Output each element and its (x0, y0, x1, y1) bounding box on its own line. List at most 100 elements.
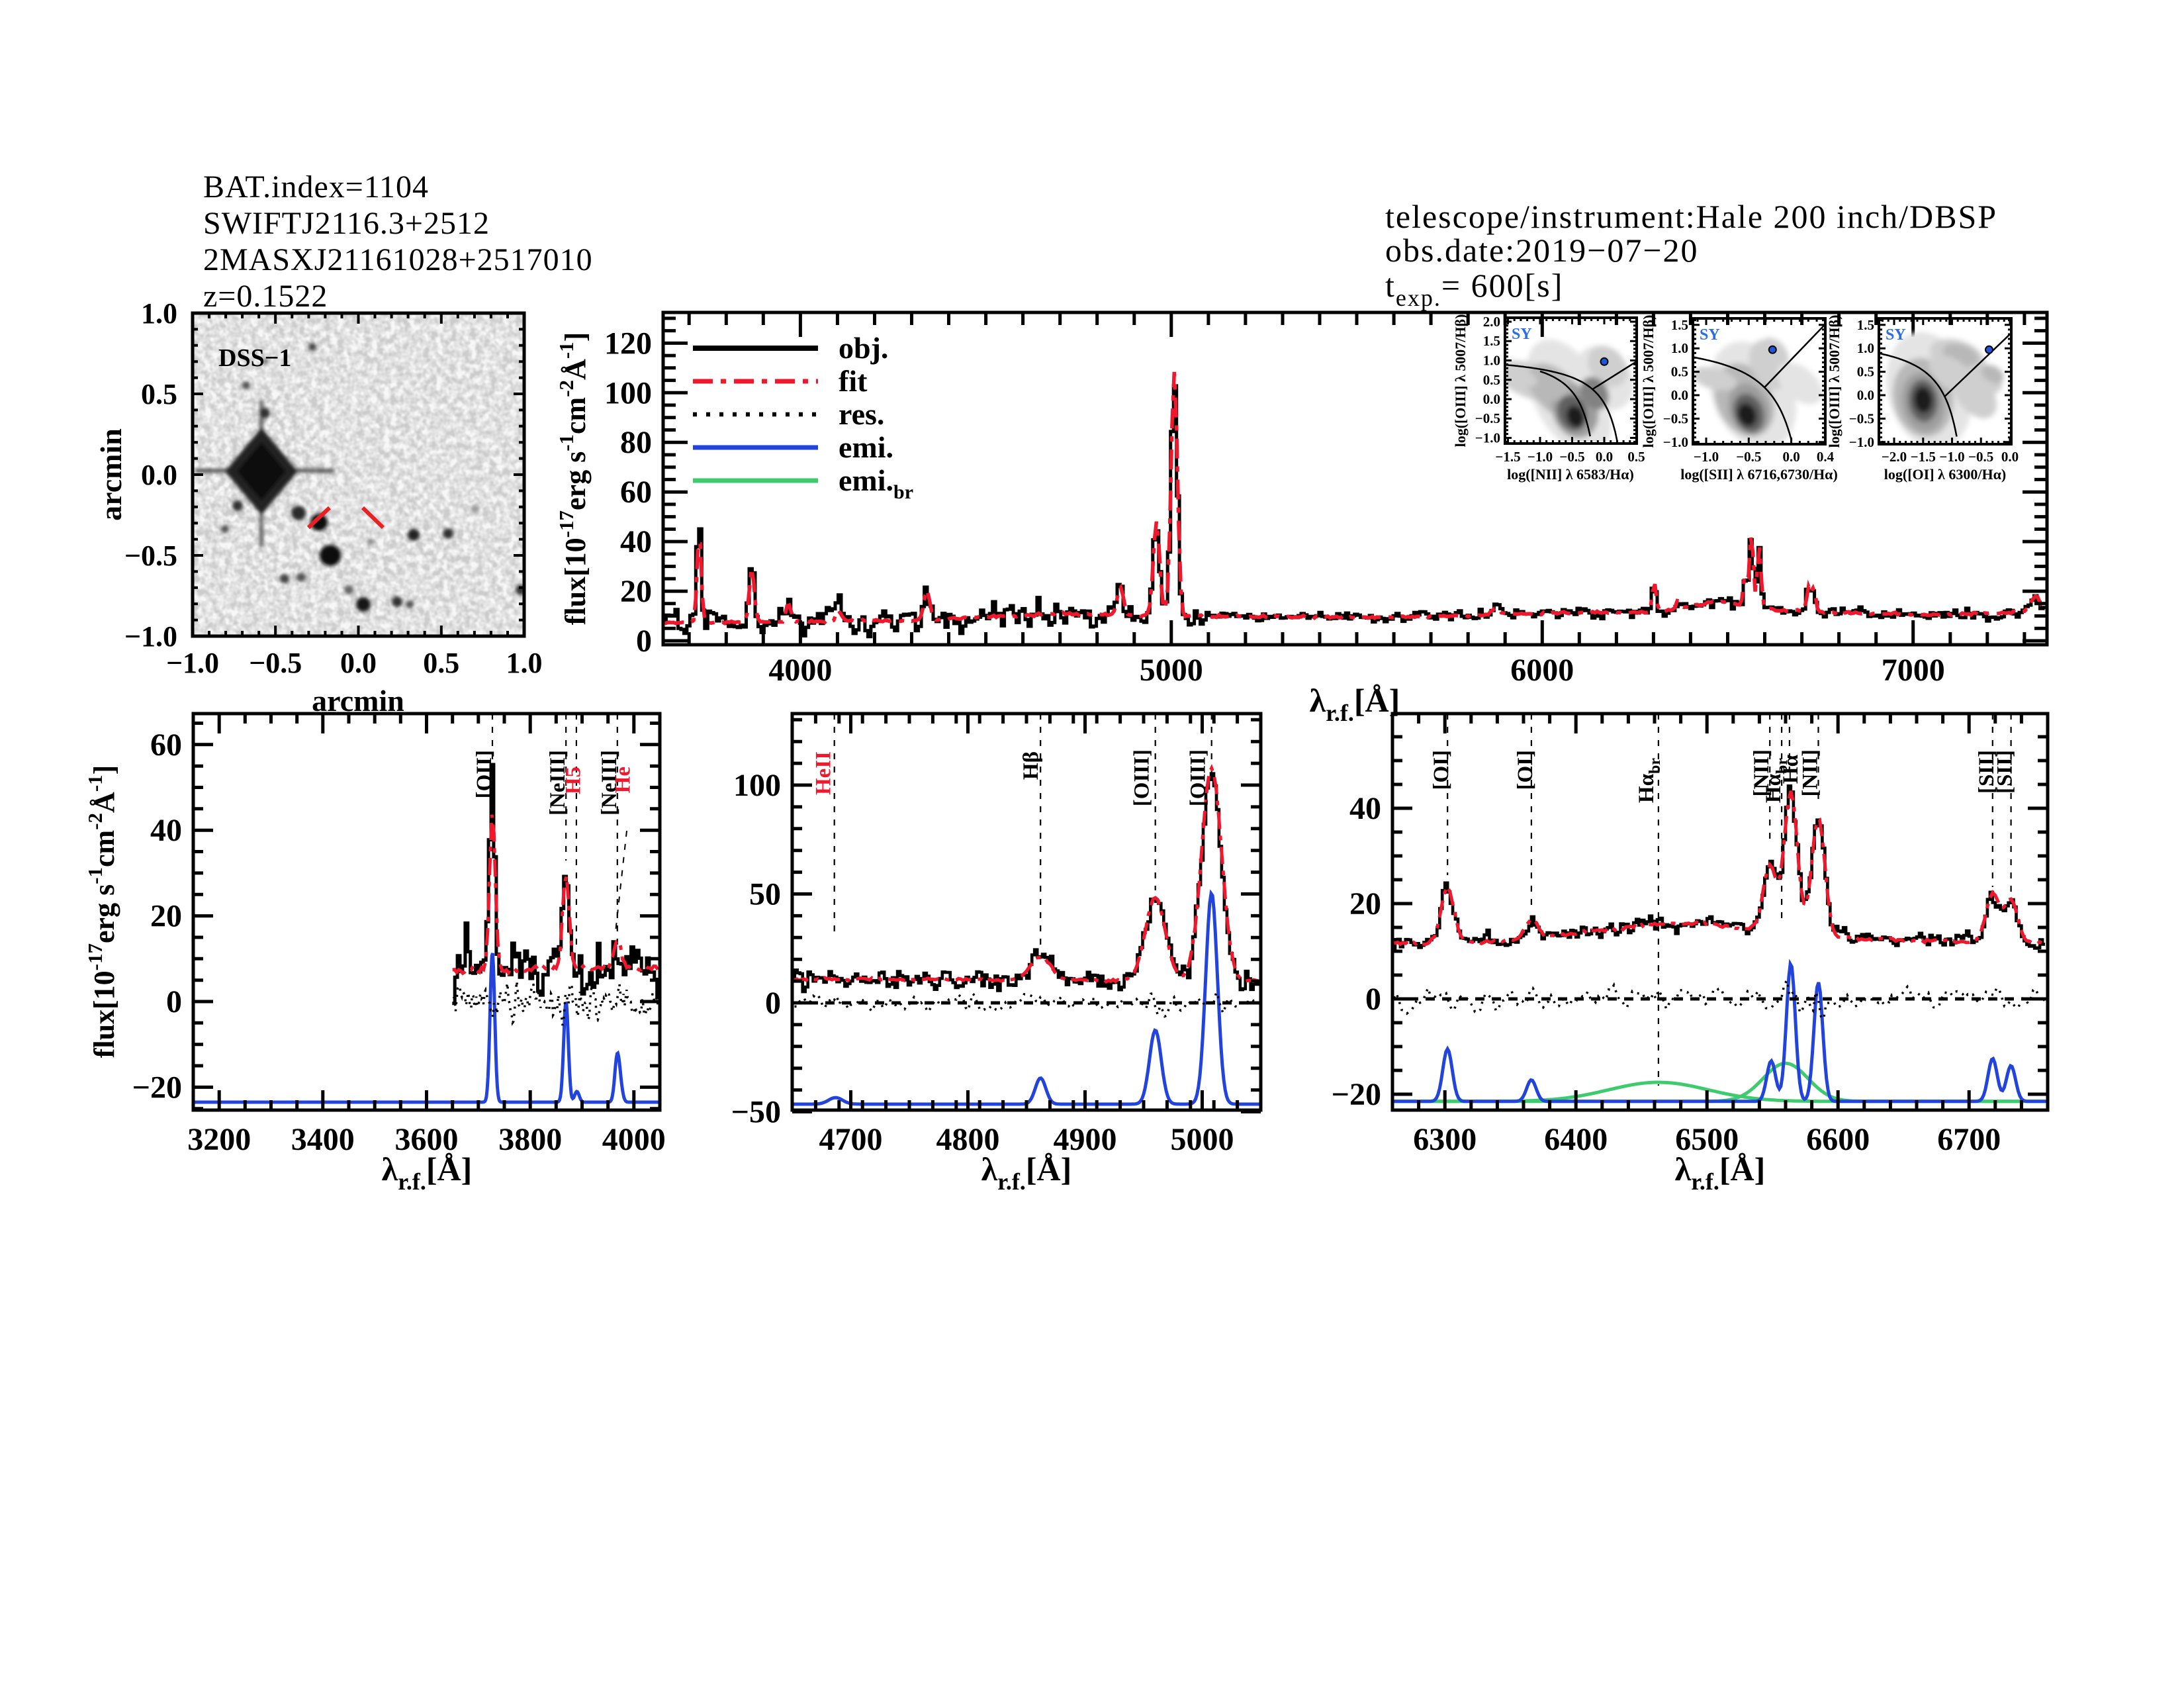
svg-text:[OIII]: [OIII] (1130, 749, 1154, 806)
svg-text:6600: 6600 (1806, 1122, 1870, 1157)
svg-text:λr.f.[Å]: λr.f.[Å] (1675, 1150, 1766, 1195)
svg-text:0: 0 (166, 984, 182, 1019)
svg-text:5000: 5000 (1171, 1122, 1234, 1157)
svg-text:0.0: 0.0 (340, 647, 377, 679)
svg-text:[OI]: [OI] (1430, 750, 1453, 790)
svg-text:3800: 3800 (498, 1122, 562, 1157)
svg-text:0.5: 0.5 (141, 378, 177, 410)
svg-text:20: 20 (1349, 886, 1381, 921)
svg-text:−1.5: −1.5 (1495, 449, 1520, 465)
svg-text:0.0: 0.0 (1857, 387, 1874, 403)
svg-text:6000: 6000 (1510, 653, 1574, 688)
svg-text:obj.: obj. (839, 331, 888, 365)
svg-text:log([NII] λ 6583/Hα): log([NII] λ 6583/Hα) (1507, 466, 1634, 483)
svg-text:[SII]: [SII] (1975, 750, 1999, 794)
svg-text:0.5: 0.5 (1671, 364, 1688, 380)
svg-text:1.0: 1.0 (1857, 340, 1874, 356)
svg-text:4800: 4800 (936, 1122, 1000, 1157)
svg-text:−1.0: −1.0 (124, 620, 177, 653)
svg-text:5000: 5000 (1140, 653, 1203, 688)
svg-text:6300: 6300 (1413, 1122, 1477, 1157)
svg-text:100: 100 (733, 768, 781, 803)
svg-text:6400: 6400 (1544, 1122, 1608, 1157)
svg-text:0.0: 0.0 (1782, 449, 1799, 465)
svg-text:[NeIII]: [NeIII] (598, 750, 621, 816)
svg-text:SY: SY (1700, 326, 1720, 344)
svg-text:−2.0: −2.0 (1882, 449, 1907, 465)
svg-text:−0.5: −0.5 (1968, 449, 1993, 465)
svg-text:SY: SY (1512, 326, 1532, 343)
svg-text:0: 0 (765, 986, 781, 1021)
svg-text:2MASXJ21161028+2517010: 2MASXJ21161028+2517010 (203, 242, 593, 277)
svg-text:H5: H5 (561, 767, 585, 794)
svg-text:DSS−1: DSS−1 (218, 344, 291, 372)
svg-text:3400: 3400 (291, 1122, 355, 1157)
svg-text:1.5: 1.5 (1857, 317, 1874, 333)
svg-text:0.0: 0.0 (1671, 387, 1688, 403)
svg-text:λr.f.[Å]: λr.f.[Å] (382, 1150, 473, 1195)
svg-text:z=0.1522: z=0.1522 (203, 279, 328, 314)
svg-text:7000: 7000 (1882, 653, 1945, 688)
svg-text:[NII]: [NII] (1799, 749, 1823, 797)
svg-text:telescope/instrument:Hale 200: telescope/instrument:Hale 200 inch/DBSP (1385, 198, 1997, 235)
svg-text:[OII]: [OII] (473, 750, 496, 798)
svg-text:0.0: 0.0 (1483, 391, 1500, 407)
svg-text:100: 100 (604, 375, 652, 410)
svg-text:4000: 4000 (768, 653, 832, 688)
svg-text:log([SII] λ 6716,6730/Hα): log([SII] λ 6716,6730/Hα) (1680, 466, 1838, 483)
svg-text:20: 20 (620, 574, 652, 609)
svg-text:−0.5: −0.5 (1663, 410, 1688, 426)
svg-text:0.5: 0.5 (1483, 372, 1500, 388)
svg-text:80: 80 (620, 425, 652, 460)
svg-text:0.4: 0.4 (1817, 449, 1835, 465)
svg-text:−1.0: −1.0 (1527, 449, 1553, 465)
svg-text:−20: −20 (1332, 1077, 1381, 1112)
svg-text:1.5: 1.5 (1671, 317, 1688, 333)
svg-text:Hα: Hα (1779, 754, 1803, 784)
svg-text:4000: 4000 (602, 1122, 666, 1157)
svg-text:−0.5: −0.5 (249, 647, 302, 679)
svg-text:0.5: 0.5 (1857, 364, 1874, 380)
svg-text:0.5: 0.5 (423, 647, 459, 679)
svg-text:2.0: 2.0 (1483, 314, 1500, 330)
svg-text:−1.0: −1.0 (1694, 449, 1719, 465)
svg-text:0.0: 0.0 (2001, 449, 2019, 465)
svg-text:flux[10-17erg s-1cm-2Å-1]: flux[10-17erg s-1cm-2Å-1] (555, 332, 592, 626)
svg-text:Hβ: Hβ (1019, 751, 1043, 780)
svg-text:arcmin: arcmin (94, 428, 128, 521)
svg-text:−1.0: −1.0 (1939, 449, 1964, 465)
svg-text:−1.0: −1.0 (1849, 434, 1874, 450)
svg-text:0.0: 0.0 (141, 459, 177, 491)
svg-text:He: He (612, 767, 635, 793)
svg-text:BAT.index=1104: BAT.index=1104 (203, 169, 429, 205)
svg-text:3200: 3200 (187, 1122, 251, 1157)
svg-text:log([OIII] λ 5007/Hβ): log([OIII] λ 5007/Hβ) (1826, 315, 1843, 448)
svg-text:obs.date:2019−07−20: obs.date:2019−07−20 (1385, 232, 1699, 269)
svg-text:1.0: 1.0 (1671, 340, 1688, 356)
svg-text:log([OIII] λ 5007/Hβ): log([OIII] λ 5007/Hβ) (1452, 314, 1469, 447)
svg-text:4900: 4900 (1054, 1122, 1117, 1157)
svg-text:1.5: 1.5 (1483, 333, 1500, 349)
svg-text:0: 0 (1365, 982, 1381, 1017)
svg-text:−20: −20 (132, 1070, 182, 1105)
svg-text:40: 40 (150, 813, 182, 848)
svg-text:40: 40 (620, 524, 652, 559)
svg-text:[NII]: [NII] (1750, 749, 1774, 797)
svg-text:[OIII]: [OIII] (1187, 749, 1210, 806)
svg-text:40: 40 (1349, 791, 1381, 826)
svg-text:6700: 6700 (1937, 1122, 2001, 1157)
svg-text:λr.f.[Å]: λr.f.[Å] (981, 1150, 1072, 1195)
svg-text:−0.5: −0.5 (1849, 410, 1874, 426)
svg-text:1.0: 1.0 (506, 647, 543, 679)
svg-text:20: 20 (150, 899, 182, 934)
svg-text:−1.0: −1.0 (166, 647, 219, 679)
svg-text:0: 0 (636, 624, 652, 659)
svg-text:emi.: emi. (839, 430, 893, 464)
svg-text:−50: −50 (731, 1095, 781, 1130)
svg-text:fit: fit (839, 364, 868, 398)
svg-text:50: 50 (749, 877, 781, 912)
svg-text:−0.5: −0.5 (1736, 449, 1761, 465)
svg-text:0.0: 0.0 (1596, 449, 1613, 465)
svg-text:6500: 6500 (1675, 1122, 1739, 1157)
svg-text:−0.5: −0.5 (1475, 410, 1500, 426)
